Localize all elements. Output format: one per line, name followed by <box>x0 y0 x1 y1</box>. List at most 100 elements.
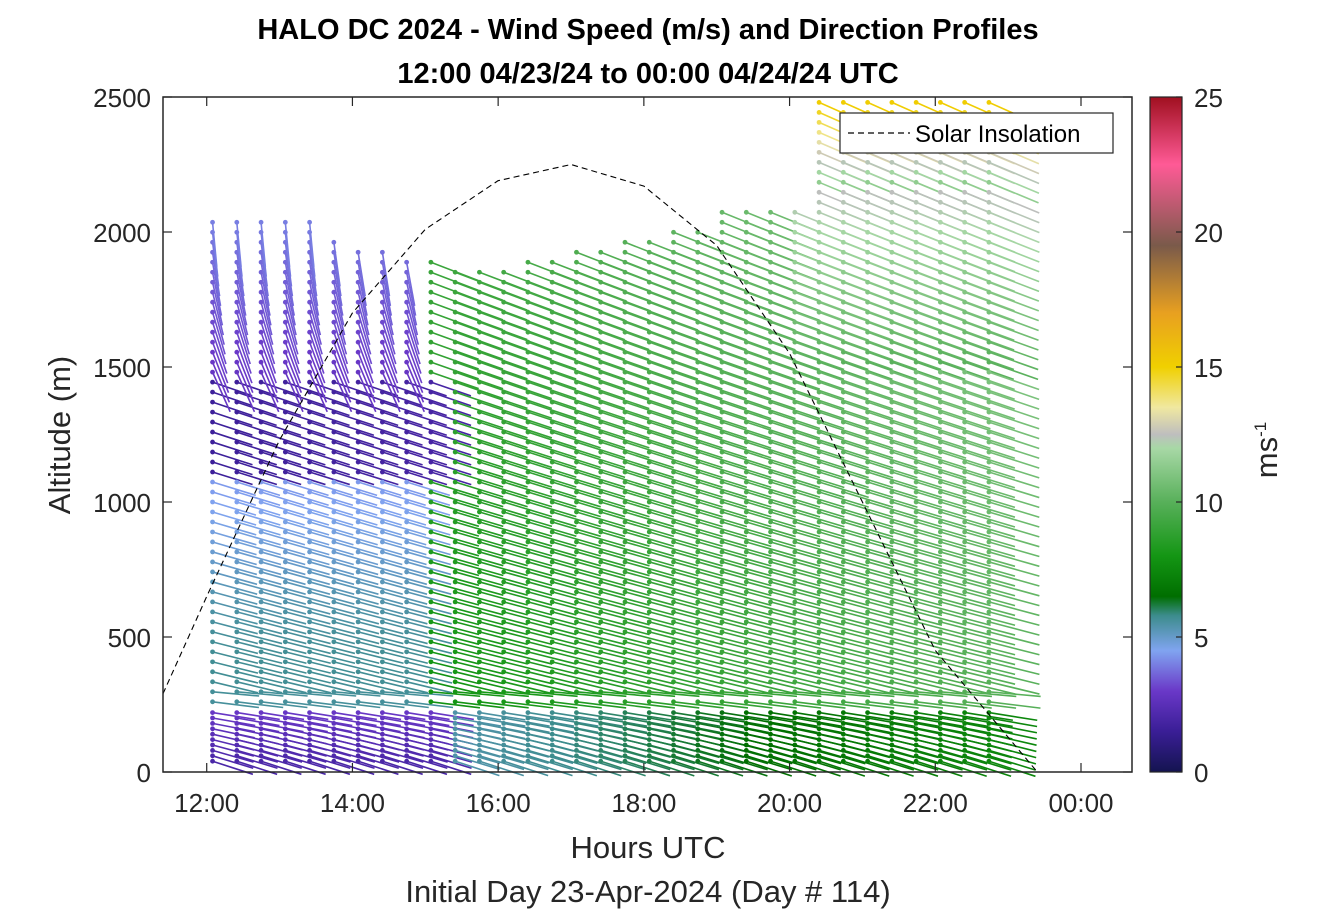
wind-barb-station <box>792 239 798 245</box>
wind-barb-station <box>379 721 385 726</box>
wind-barb-shaft <box>430 521 480 537</box>
wind-barb <box>525 579 577 597</box>
wind-barb-station <box>501 489 507 495</box>
wind-barb <box>210 669 259 684</box>
wind-barb-station <box>452 689 458 695</box>
wind-barb <box>331 469 375 486</box>
wind-barb-station <box>622 399 628 405</box>
wind-barb-station <box>331 299 337 305</box>
wind-barb-station <box>355 379 361 385</box>
wind-barb-shaft <box>405 331 422 374</box>
wind-barb-station <box>477 731 482 737</box>
wind-barb-shaft <box>527 631 577 646</box>
wind-barb-station <box>889 579 895 585</box>
wind-barb-station <box>210 359 215 365</box>
wind-barb-station <box>622 429 628 435</box>
wind-barb-shaft <box>212 581 258 595</box>
wind-barb-shaft <box>236 571 282 586</box>
wind-barb-station <box>816 299 822 305</box>
wind-barb <box>404 559 452 576</box>
wind-barb <box>355 619 404 635</box>
wind-barb-station <box>379 369 385 375</box>
wind-barb <box>355 609 404 625</box>
wind-barb-station <box>865 489 871 495</box>
wind-barb-station <box>574 439 579 445</box>
wind-barb-station <box>258 509 264 515</box>
wind-barb-station <box>477 639 482 645</box>
wind-barb-station <box>743 369 749 375</box>
wind-barb-shaft <box>285 711 329 721</box>
wind-barb-station <box>379 419 385 425</box>
wind-barb-station <box>574 649 579 655</box>
wind-barb-station <box>258 419 264 425</box>
wind-barb <box>452 619 504 636</box>
wind-barb-station <box>234 726 240 732</box>
wind-barb <box>258 569 306 586</box>
wind-barb-station <box>719 609 725 615</box>
wind-barb-station <box>598 519 604 525</box>
wind-barb-station <box>622 742 628 748</box>
wind-barb-station <box>792 519 798 525</box>
wind-barb-station <box>743 748 749 753</box>
wind-barb-shaft <box>430 491 480 508</box>
wind-barb-station <box>404 689 410 695</box>
wind-barb-station <box>234 639 240 645</box>
wind-barb-shaft <box>260 744 303 757</box>
wind-barb <box>428 579 480 596</box>
wind-barb-shaft <box>236 361 255 403</box>
wind-barb-station <box>646 579 652 585</box>
wind-barb-station <box>768 569 773 575</box>
wind-barb-station <box>501 349 507 355</box>
wind-barb-station <box>258 726 264 732</box>
wind-barb <box>428 721 474 733</box>
wind-barb <box>234 679 283 694</box>
wind-barb-shaft <box>333 717 377 727</box>
wind-barb-station <box>695 339 701 345</box>
wind-barb-station <box>549 429 555 435</box>
wind-barb-station <box>452 309 458 315</box>
wind-barb-station <box>816 569 822 575</box>
wind-barb-shaft <box>309 681 356 694</box>
wind-barb-station <box>743 309 749 315</box>
wind-barb-station <box>646 359 652 365</box>
wind-barb-station <box>816 100 822 105</box>
wind-barb-station <box>889 742 895 748</box>
wind-barb <box>331 715 377 727</box>
wind-barb-station <box>379 449 385 455</box>
wind-barb-station <box>428 409 434 415</box>
wind-barb-shaft <box>236 282 248 326</box>
wind-barb-station <box>501 589 507 595</box>
wind-barb-station <box>307 721 312 726</box>
wind-barb-station <box>428 459 434 465</box>
wind-barb-shaft <box>357 511 402 526</box>
wind-barb <box>234 742 279 757</box>
wind-barb-shaft <box>308 262 319 307</box>
wind-barb-station <box>452 753 458 759</box>
wind-barb-station <box>477 409 482 415</box>
wind-barb-station <box>768 748 773 753</box>
wind-barb-station <box>646 469 652 475</box>
wind-barb-shaft <box>479 471 528 488</box>
wind-barb-station <box>719 753 725 759</box>
wind-barb-station <box>331 629 337 635</box>
wind-barb-station <box>865 519 871 525</box>
wind-barb-station <box>574 319 579 325</box>
wind-barb-shaft <box>308 341 326 384</box>
wind-barb-station <box>671 619 676 625</box>
wind-barb-station <box>622 549 628 555</box>
wind-barb-station <box>258 459 264 465</box>
wind-barb-station <box>355 569 361 575</box>
wind-barb <box>404 299 420 345</box>
wind-barb-station <box>210 499 215 505</box>
wind-barb <box>477 619 528 636</box>
wind-barb-shaft <box>382 711 426 721</box>
wind-barb <box>379 339 399 384</box>
wind-barb-station <box>477 299 482 305</box>
wind-barb-shaft <box>382 431 423 446</box>
wind-barb <box>282 499 329 516</box>
wind-barb-shaft <box>236 641 283 655</box>
wind-barb-shaft <box>527 501 577 518</box>
wind-barb-station <box>598 659 604 665</box>
wind-barb-station <box>816 715 822 721</box>
wind-barb-station <box>622 239 628 245</box>
